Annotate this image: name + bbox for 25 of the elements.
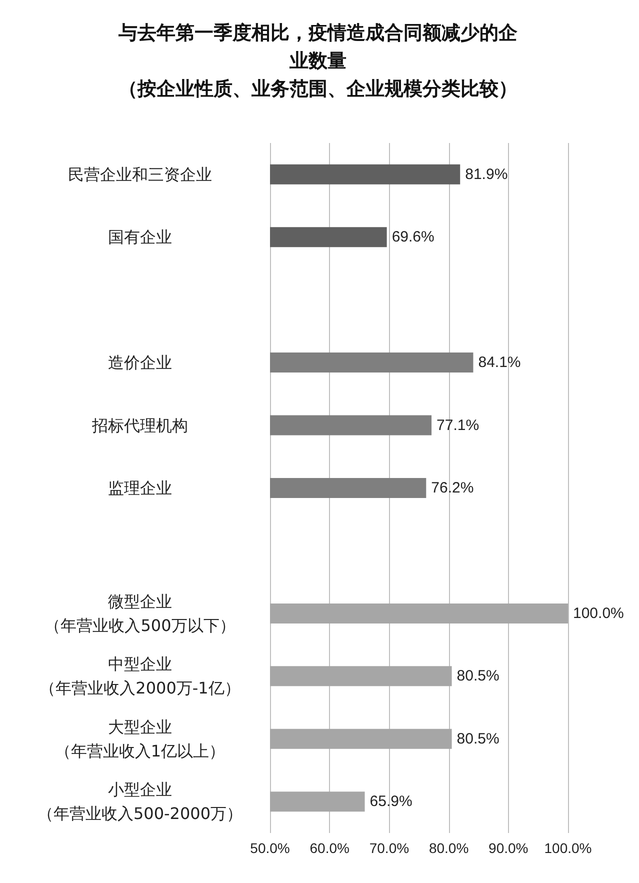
x-tick-label: 60.0% <box>310 840 350 856</box>
data-label: 84.1% <box>478 354 521 372</box>
y-tick-label: 微型企业（年营业收入500万以下） <box>44 592 236 635</box>
data-label: 80.5% <box>456 668 500 685</box>
x-tick-label: 80.0% <box>428 840 469 856</box>
chart-title: 与去年第一季度相比，疫情造成合同额减少的企业数量（按企业性质、业务范围、企业规模分类比较） <box>118 22 518 100</box>
y-tick-label: 造价企业 <box>108 353 172 372</box>
data-label: 69.6% <box>392 228 434 246</box>
x-tick-label: 50.0% <box>250 840 290 856</box>
y-tick-label: 监理企业 <box>108 478 172 498</box>
y-tick-label: 国有企业 <box>108 228 172 247</box>
data-label: 76.2% <box>431 480 474 496</box>
x-tick-label: 90.0% <box>488 840 528 856</box>
data-label: 77.1% <box>436 416 480 434</box>
data-label: 81.9% <box>465 166 508 183</box>
data-label: 100.0% <box>573 604 624 622</box>
y-tick-label: 招标代理机构 <box>91 416 188 435</box>
x-tick-label: 100.0% <box>544 840 592 856</box>
y-tick-label: 大型企业（年营业收入1亿以上） <box>54 717 226 760</box>
y-tick-label: 中型企业（年营业收入2000万-1亿） <box>40 654 240 698</box>
data-label: 80.5% <box>456 730 500 748</box>
data-label: 65.9% <box>370 793 412 810</box>
y-tick-label: 小型企业（年营业收入500-2000万） <box>37 780 243 824</box>
x-tick-label: 70.0% <box>369 840 410 856</box>
y-tick-label: 民营企业和三资企业 <box>68 164 212 184</box>
